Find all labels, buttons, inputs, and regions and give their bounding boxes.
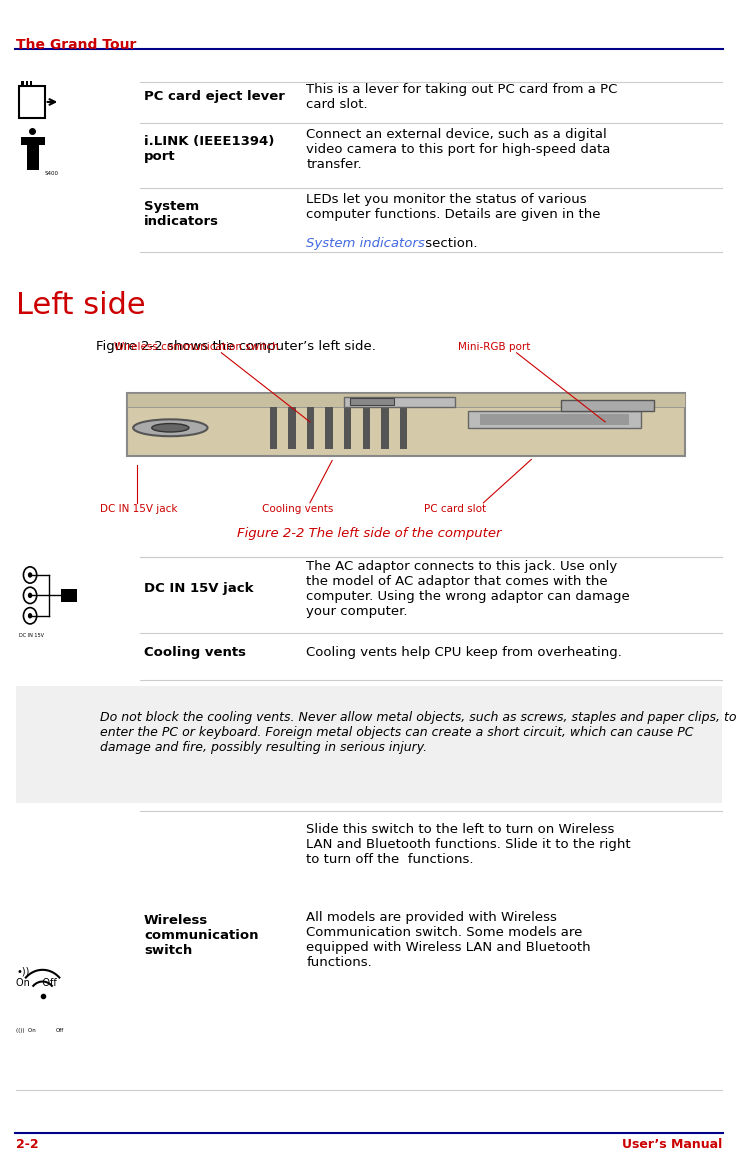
Text: S400: S400 [44,171,58,176]
Bar [561,400,654,411]
Text: This is a lever for taking out PC card from a PC
card slot.: This is a lever for taking out PC card f… [306,83,618,110]
Text: The AC adaptor connects to this jack. Use only
the model of AC adaptor that come: The AC adaptor connects to this jack. Us… [306,560,630,618]
Bar [269,407,277,449]
Text: Wireless
communication
switch: Wireless communication switch [144,914,258,958]
Text: Figure 2-2 shows the computer’s left side.: Figure 2-2 shows the computer’s left sid… [96,340,376,353]
Bar [362,407,370,449]
Circle shape [28,613,32,619]
Circle shape [28,593,32,598]
Text: System indicators: System indicators [306,237,425,251]
Bar [21,81,24,87]
Text: DC IN 15V: DC IN 15V [19,633,44,638]
Bar [61,588,77,602]
Bar [468,411,641,428]
Bar [30,81,32,87]
Text: (())  On: (()) On [16,1029,36,1034]
Text: Figure 2-2 The left side of the computer: Figure 2-2 The left side of the computer [237,527,501,540]
Text: PC card eject lever: PC card eject lever [144,90,285,103]
Text: section.: section. [421,237,477,251]
Text: i.LINK (IEEE1394)
port: i.LINK (IEEE1394) port [144,136,275,163]
Bar [26,81,28,87]
Bar [19,86,44,118]
Text: User’s Manual: User’s Manual [621,1138,722,1151]
Text: System
indicators: System indicators [144,200,219,227]
Text: •))
On    Off: •)) On Off [16,967,57,988]
Polygon shape [127,393,685,407]
Polygon shape [19,701,66,781]
Text: All models are provided with Wireless
Communication switch. Some models are
equi: All models are provided with Wireless Co… [306,911,591,968]
Bar [307,407,314,449]
Bar [344,397,455,407]
Bar [21,137,44,145]
Text: Wireless communication switch: Wireless communication switch [114,341,279,352]
Text: Cooling vents help CPU keep from overheating.: Cooling vents help CPU keep from overhea… [306,646,622,660]
Circle shape [28,572,32,578]
Circle shape [152,423,189,432]
Text: DC IN 15V jack: DC IN 15V jack [100,504,177,515]
Bar [325,407,333,449]
Bar [381,407,388,449]
Bar [400,407,407,449]
Text: Left side: Left side [16,291,146,320]
Bar [480,414,629,425]
Bar [344,407,351,449]
Bar [288,407,295,449]
Text: !: ! [38,737,46,756]
Circle shape [133,420,207,436]
Text: DC IN 15V jack: DC IN 15V jack [144,582,253,595]
Text: PC card slot: PC card slot [424,504,486,515]
Text: 2-2: 2-2 [16,1138,39,1151]
Text: LEDs let you monitor the status of various
computer functions. Details are given: LEDs let you monitor the status of vario… [306,192,601,220]
Text: Off: Off [56,1029,64,1034]
Text: Slide this switch to the left to turn on Wireless
LAN and Bluetooth functions. S: Slide this switch to the left to turn on… [306,823,631,866]
Text: Cooling vents: Cooling vents [144,646,246,660]
Text: The Grand Tour: The Grand Tour [16,38,137,52]
Text: Cooling vents: Cooling vents [262,504,334,515]
Polygon shape [127,393,685,456]
Text: Do not block the cooling vents. Never allow metal objects, such as screws, stapl: Do not block the cooling vents. Never al… [100,711,736,754]
Text: Mini-RGB port: Mini-RGB port [458,341,530,352]
Bar [27,139,40,170]
Bar [350,398,393,406]
Text: Connect an external device, such as a digital
video camera to this port for high: Connect an external device, such as a di… [306,128,610,171]
